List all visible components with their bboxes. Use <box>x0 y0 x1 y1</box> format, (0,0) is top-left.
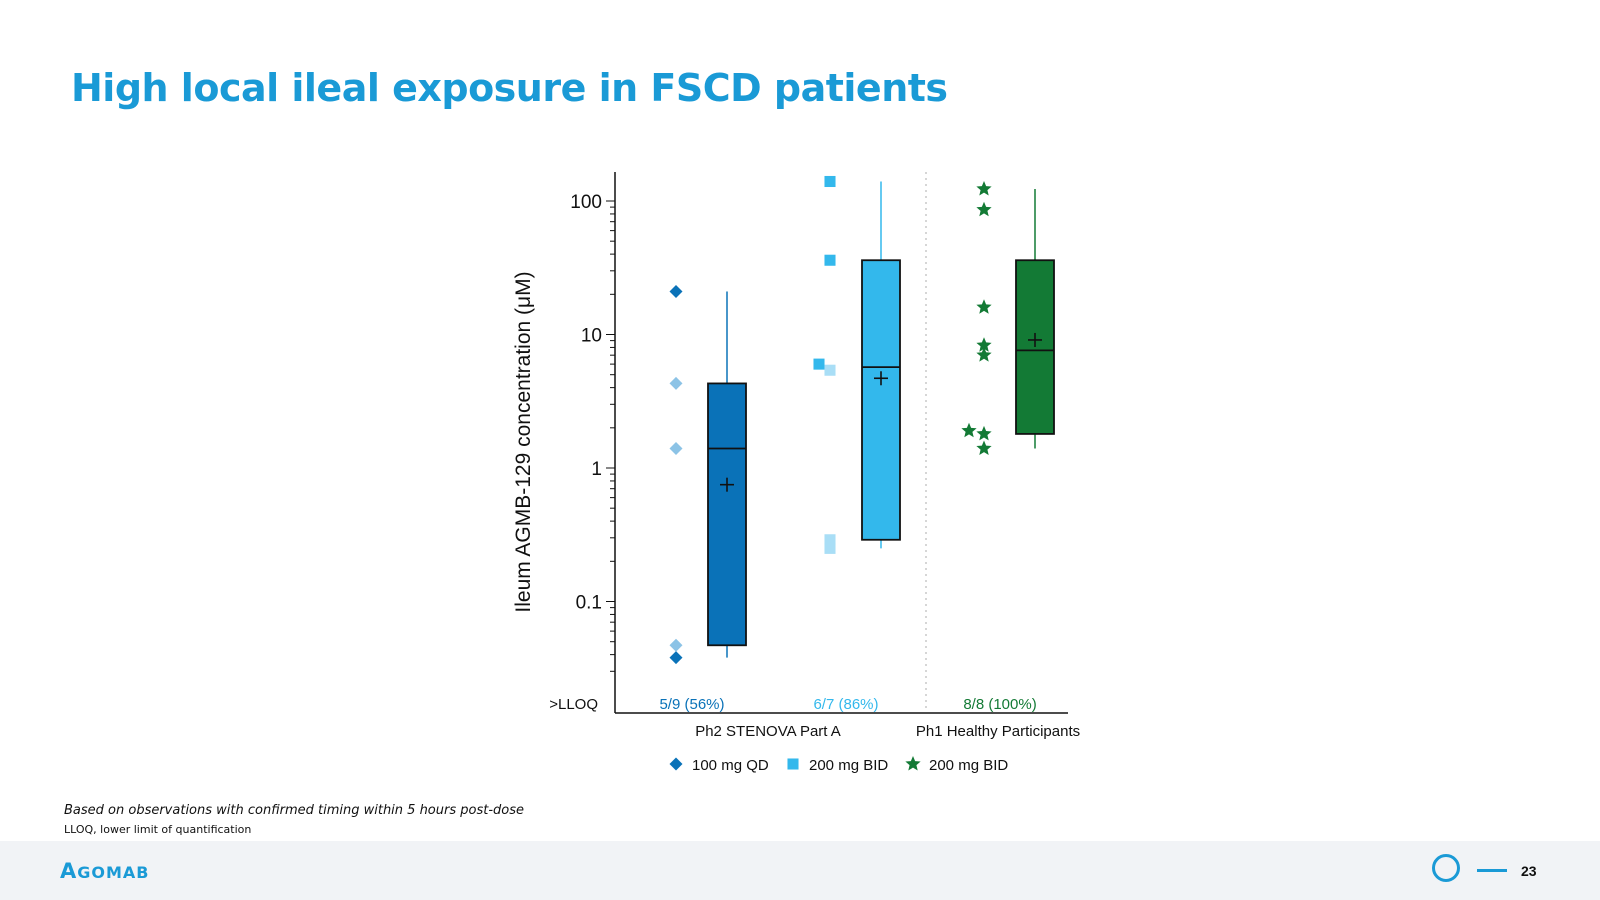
legend-marker <box>905 756 921 771</box>
data-point <box>824 534 836 546</box>
page-title: High local ileal exposure in FSCD patien… <box>71 66 948 110</box>
data-point <box>669 376 683 390</box>
data-point <box>976 425 992 441</box>
lloq-fraction-label: 5/9 (56%) <box>659 696 724 713</box>
lloq-fraction-label: 8/8 (100%) <box>963 696 1036 713</box>
legend-marker <box>787 758 799 770</box>
group-label: Ph2 STENOVA Part A <box>695 723 841 740</box>
y-tick-label: 1 <box>591 459 602 480</box>
footnote-timing: Based on observations with confirmed tim… <box>64 803 524 818</box>
legend-label: 200 mg BID <box>929 757 1008 774</box>
y-tick-label: 10 <box>581 326 602 347</box>
y-tick-label: 0.1 <box>576 593 602 614</box>
footer-bar: AGOMAB 23 <box>0 841 1600 900</box>
data-point <box>669 651 683 665</box>
data-point <box>824 175 836 188</box>
legend-label: 200 mg BID <box>809 757 888 774</box>
data-point <box>824 542 836 554</box>
data-point <box>976 347 992 362</box>
data-point <box>824 254 836 266</box>
page-number: 23 <box>1521 863 1537 879</box>
legend-label: 100 mg QD <box>692 757 769 774</box>
group-label: Ph1 Healthy Participants <box>916 723 1080 740</box>
footnote-lloq: LLOQ, lower limit of quantification <box>64 823 252 836</box>
data-point <box>976 440 992 455</box>
data-point <box>669 284 683 298</box>
box-iqr <box>707 382 747 647</box>
brand-logo: AGOMAB <box>60 859 150 883</box>
data-point <box>976 201 992 217</box>
lloq-row-label: >LLOQ <box>549 696 598 713</box>
circle-icon <box>1432 854 1460 882</box>
dash-icon <box>1477 869 1507 872</box>
data-point <box>813 358 825 370</box>
data-point <box>976 337 992 352</box>
data-point <box>976 299 992 314</box>
y-tick-label: 100 <box>570 192 602 213</box>
data-point <box>961 422 977 438</box>
data-point <box>669 441 683 455</box>
data-point <box>976 181 992 196</box>
box-iqr <box>861 259 901 541</box>
data-point <box>669 638 683 652</box>
box-iqr <box>1015 259 1055 435</box>
data-point <box>824 364 836 376</box>
legend-marker <box>669 757 683 771</box>
lloq-fraction-label: 6/7 (86%) <box>813 696 878 713</box>
y-axis-label: Ileum AGMB-129 concentration (μM) <box>512 271 535 612</box>
